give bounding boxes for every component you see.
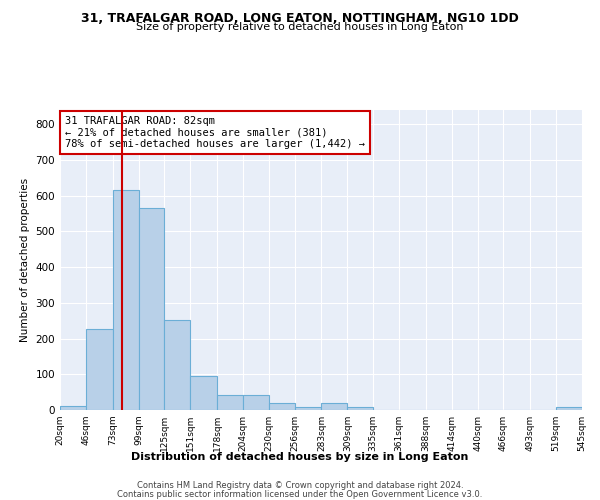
Bar [190,376,217,410]
Bar [113,190,139,410]
Bar [139,208,164,410]
Text: Contains public sector information licensed under the Open Government Licence v3: Contains public sector information licen… [118,490,482,499]
Y-axis label: Number of detached properties: Number of detached properties [20,178,30,342]
Text: Distribution of detached houses by size in Long Eaton: Distribution of detached houses by size … [131,452,469,462]
Bar [217,395,243,410]
Bar [347,407,373,410]
Text: Contains HM Land Registry data © Crown copyright and database right 2024.: Contains HM Land Registry data © Crown c… [137,481,463,490]
Text: 31, TRAFALGAR ROAD, LONG EATON, NOTTINGHAM, NG10 1DD: 31, TRAFALGAR ROAD, LONG EATON, NOTTINGH… [81,12,519,26]
Text: 31 TRAFALGAR ROAD: 82sqm
← 21% of detached houses are smaller (381)
78% of semi-: 31 TRAFALGAR ROAD: 82sqm ← 21% of detach… [65,116,365,149]
Text: Size of property relative to detached houses in Long Eaton: Size of property relative to detached ho… [136,22,464,32]
Bar [295,407,322,410]
Bar [556,407,582,410]
Bar [322,403,347,410]
Bar [164,320,190,410]
Bar [60,406,86,410]
Bar [243,395,269,410]
Bar [86,328,113,410]
Bar [269,403,295,410]
